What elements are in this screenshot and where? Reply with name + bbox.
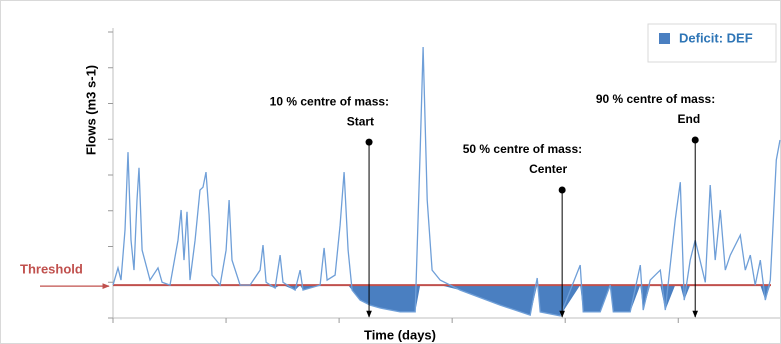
annotation-text: 10 % centre of mass: [270, 94, 389, 108]
annotation-label: Start [347, 114, 374, 128]
annotation-point [691, 136, 699, 144]
flow-line [112, 46, 781, 317]
annotation-label: Center [529, 162, 567, 176]
x-axis-label: Time (days) [364, 327, 436, 342]
annotation-text: 50 % centre of mass: [463, 142, 582, 156]
legend: Deficit: DEF [647, 23, 777, 63]
annotation-point [365, 138, 373, 146]
annotation-text: 90 % centre of mass: [596, 92, 715, 106]
annotation-point [558, 186, 566, 194]
deficit-area [113, 285, 780, 316]
legend-label: Deficit: DEF [679, 30, 753, 45]
y-axis-label: Flows (m3 s-1) [83, 65, 98, 155]
threshold-label: Threshold [20, 261, 83, 276]
annotation-label: End [678, 112, 701, 126]
legend-swatch [659, 33, 670, 44]
